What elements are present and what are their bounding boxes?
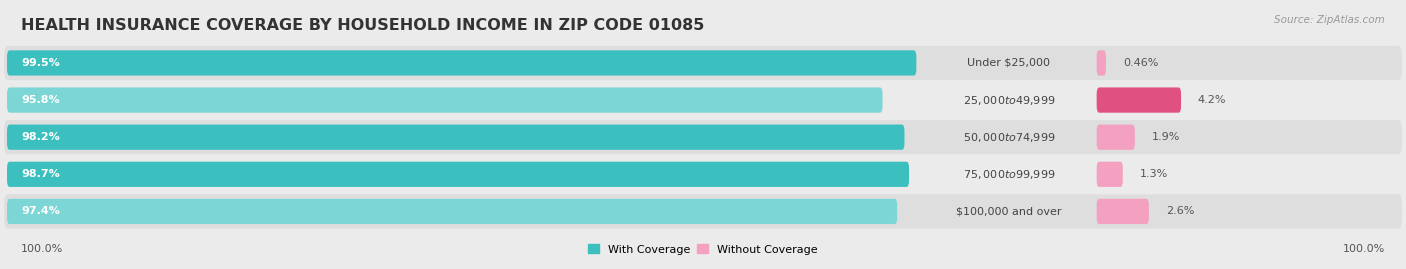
FancyBboxPatch shape: [1097, 125, 1135, 150]
FancyBboxPatch shape: [4, 120, 1402, 154]
FancyBboxPatch shape: [7, 199, 897, 224]
Text: 97.4%: 97.4%: [21, 206, 60, 217]
Text: 1.9%: 1.9%: [1152, 132, 1180, 142]
FancyBboxPatch shape: [4, 157, 1402, 191]
Text: 100.0%: 100.0%: [21, 245, 63, 254]
Legend: With Coverage, Without Coverage: With Coverage, Without Coverage: [583, 240, 823, 259]
Text: 95.8%: 95.8%: [21, 95, 59, 105]
Text: 2.6%: 2.6%: [1166, 206, 1194, 217]
FancyBboxPatch shape: [4, 46, 1402, 80]
FancyBboxPatch shape: [4, 83, 1402, 117]
FancyBboxPatch shape: [1097, 87, 1181, 113]
Text: 99.5%: 99.5%: [21, 58, 60, 68]
Text: Under $25,000: Under $25,000: [967, 58, 1050, 68]
Text: 100.0%: 100.0%: [1343, 245, 1385, 254]
FancyBboxPatch shape: [4, 194, 1402, 228]
Text: 98.2%: 98.2%: [21, 132, 60, 142]
Text: $100,000 and over: $100,000 and over: [956, 206, 1062, 217]
Text: 4.2%: 4.2%: [1198, 95, 1226, 105]
FancyBboxPatch shape: [1097, 199, 1149, 224]
FancyBboxPatch shape: [1097, 162, 1123, 187]
Text: Source: ZipAtlas.com: Source: ZipAtlas.com: [1274, 15, 1385, 25]
FancyBboxPatch shape: [7, 50, 917, 76]
FancyBboxPatch shape: [7, 162, 910, 187]
Text: $75,000 to $99,999: $75,000 to $99,999: [963, 168, 1054, 181]
Text: $25,000 to $49,999: $25,000 to $49,999: [963, 94, 1054, 107]
Text: HEALTH INSURANCE COVERAGE BY HOUSEHOLD INCOME IN ZIP CODE 01085: HEALTH INSURANCE COVERAGE BY HOUSEHOLD I…: [21, 18, 704, 33]
Text: 0.46%: 0.46%: [1123, 58, 1159, 68]
FancyBboxPatch shape: [7, 87, 883, 113]
FancyBboxPatch shape: [7, 125, 904, 150]
Text: $50,000 to $74,999: $50,000 to $74,999: [963, 131, 1054, 144]
Text: 1.3%: 1.3%: [1140, 169, 1168, 179]
FancyBboxPatch shape: [1097, 50, 1107, 76]
Text: 98.7%: 98.7%: [21, 169, 60, 179]
